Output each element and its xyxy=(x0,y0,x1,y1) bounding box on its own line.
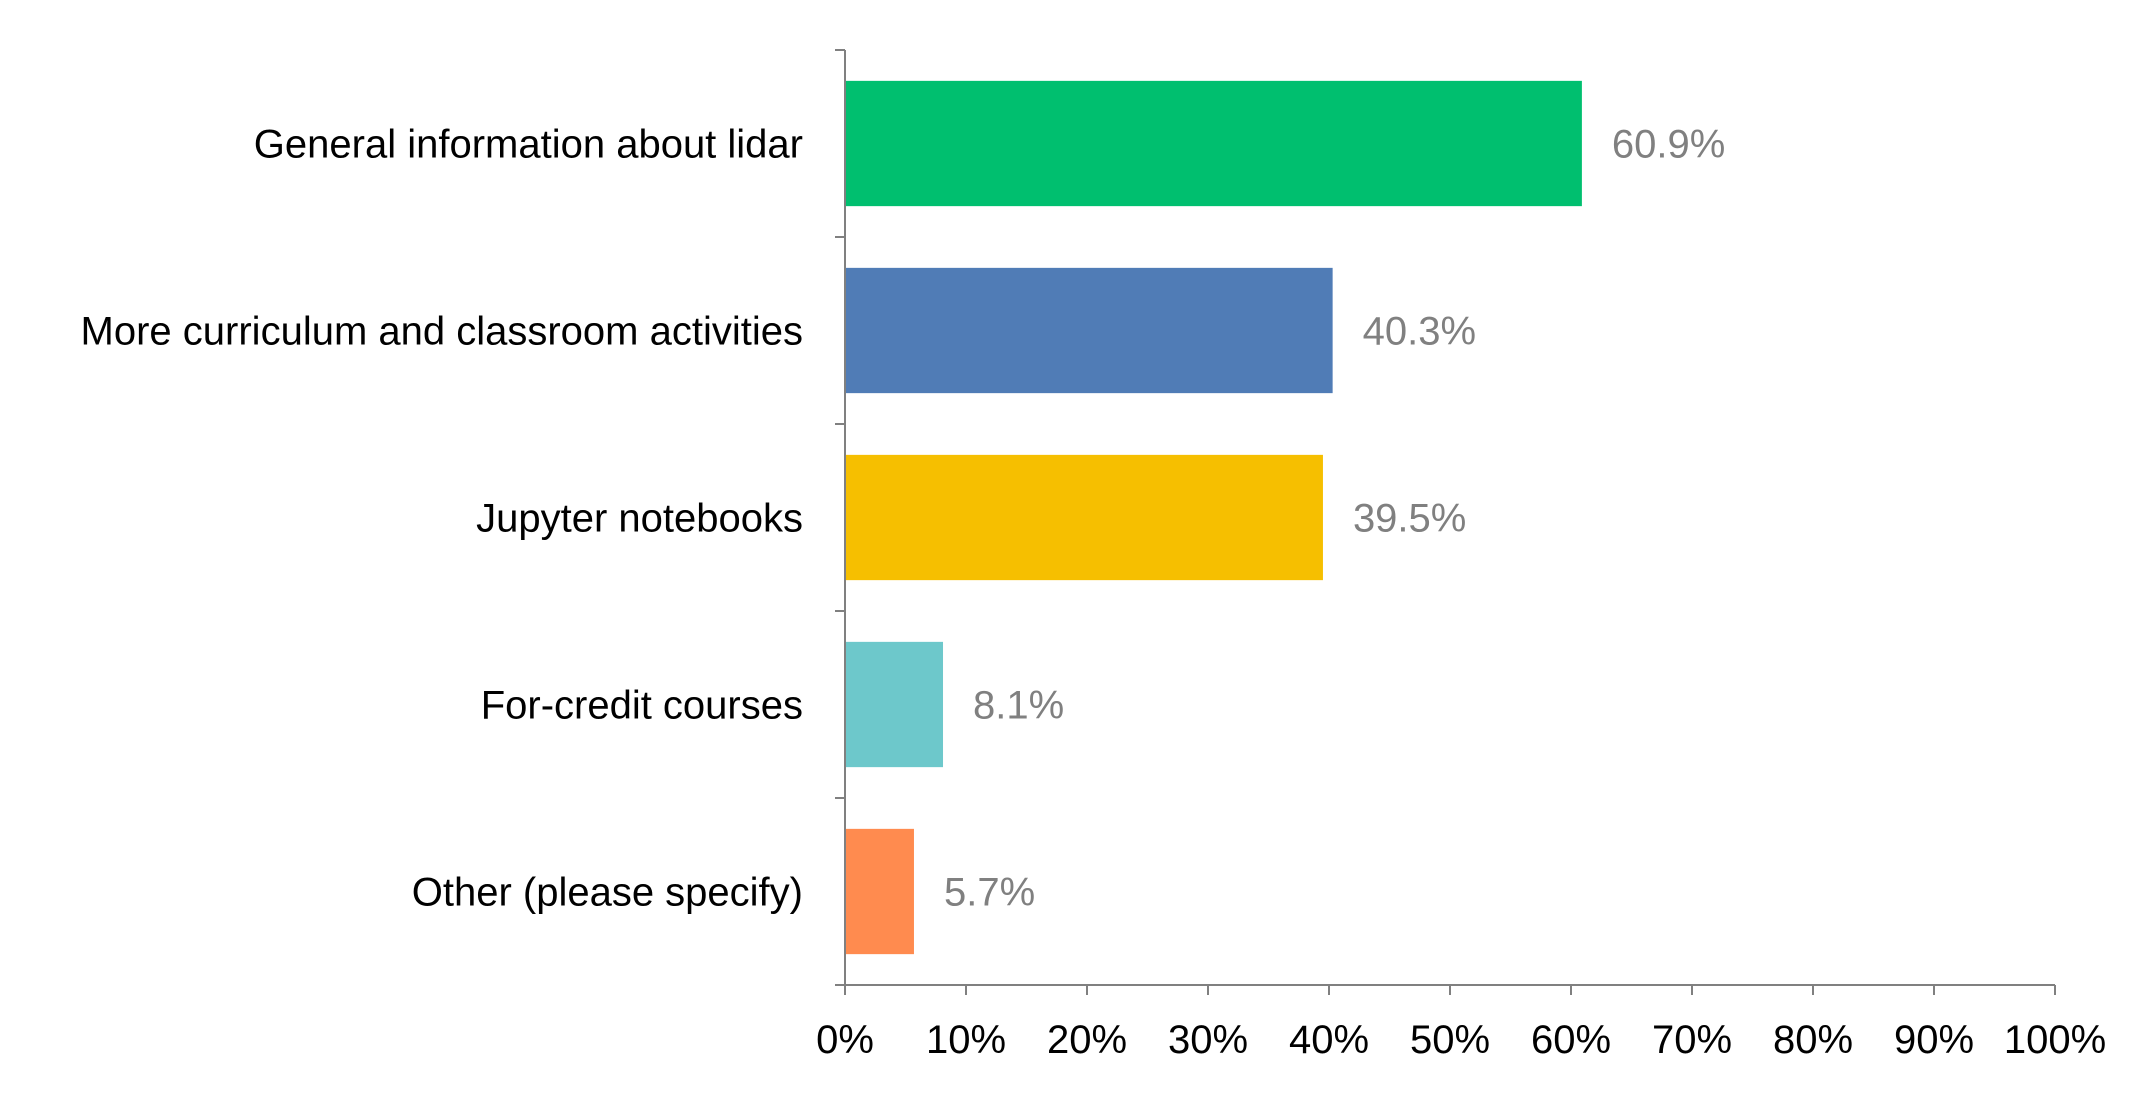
x-tick-label: 40% xyxy=(1289,1018,1369,1062)
data-label: 60.9% xyxy=(1612,123,1725,167)
x-tick-label: 90% xyxy=(1894,1018,1974,1062)
data-label: 8.1% xyxy=(973,684,1064,728)
x-tick-label: 50% xyxy=(1410,1018,1490,1062)
data-label: 39.5% xyxy=(1353,497,1466,541)
x-tick-label: 20% xyxy=(1047,1018,1127,1062)
labels-layer: 0% 10% 20% 30% 40% 50% 60% 70% 80% 90% 100% General… xyxy=(81,123,2107,1063)
bar xyxy=(846,641,944,768)
data-label: 5.7% xyxy=(944,871,1035,915)
bar xyxy=(846,454,1323,581)
x-tick-label: 70% xyxy=(1652,1018,1732,1062)
bar xyxy=(846,267,1333,394)
bar xyxy=(846,80,1582,207)
x-tick-label: 100% xyxy=(2004,1018,2106,1062)
data-label: 40.3% xyxy=(1363,310,1476,354)
x-tick-label: 30% xyxy=(1168,1018,1248,1062)
bars-layer xyxy=(846,80,1582,955)
category-label: General information about lidar xyxy=(254,123,803,167)
x-tick-label: 0% xyxy=(816,1018,874,1062)
ticks-layer xyxy=(835,49,2056,995)
x-tick-label: 10% xyxy=(926,1018,1006,1062)
bar xyxy=(846,828,914,955)
category-label: For-credit courses xyxy=(481,684,803,728)
x-tick-label: 80% xyxy=(1773,1018,1853,1062)
category-label: Other (please specify) xyxy=(412,871,803,915)
category-label: More curriculum and classroom activities xyxy=(81,310,803,354)
category-label: Jupyter notebooks xyxy=(476,497,803,541)
x-tick-label: 60% xyxy=(1531,1018,1611,1062)
